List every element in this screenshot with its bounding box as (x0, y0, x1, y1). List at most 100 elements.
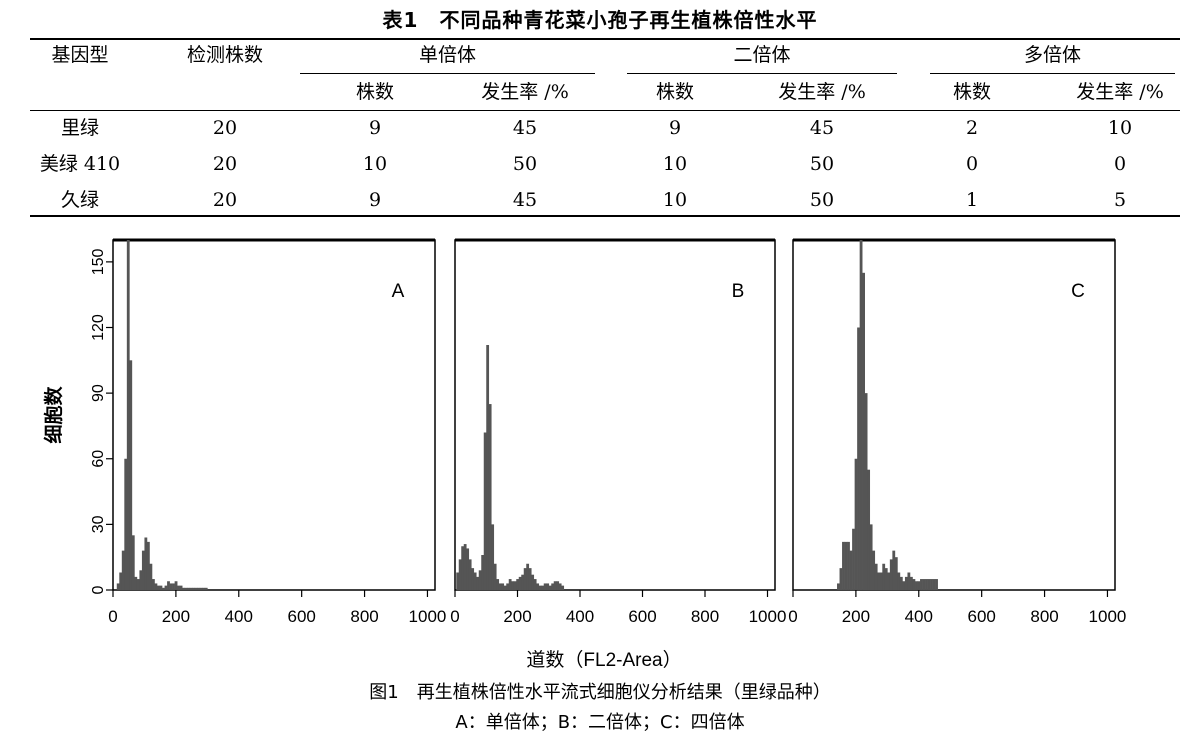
subheader-polyploid-count: 株数 (952, 81, 991, 103)
x-tick-label: 1000 (1089, 607, 1127, 626)
histogram-bar (528, 568, 532, 590)
histogram-bar (154, 583, 158, 590)
panel-label: A (392, 281, 405, 302)
header-genotype: 基因型 (51, 44, 109, 66)
x-axis-title: 道数（FL2-Area） (526, 649, 681, 670)
subheader-diploid-count: 株数 (655, 81, 694, 103)
x-tick-label: 600 (967, 607, 995, 626)
histogram-bar (164, 585, 168, 590)
header-polyploid: 多倍体 (1023, 44, 1081, 66)
histogram-bar (526, 563, 530, 590)
cell-haploid-count: 9 (368, 117, 382, 139)
histogram-bar (511, 581, 515, 590)
histogram-bar (177, 585, 180, 590)
histogram-bar (523, 568, 527, 590)
x-tick-label: 0 (788, 607, 797, 626)
histogram-bar (874, 563, 878, 590)
histogram-bar (136, 579, 140, 590)
subheader-haploid-rate: 发生率 /% (481, 81, 569, 103)
histogram-bar (179, 585, 183, 590)
y-tick-label: 90 (90, 384, 107, 402)
cell-genotype: 久绿 (60, 189, 99, 211)
x-tick-label: 1000 (749, 607, 787, 626)
histogram-bar (131, 535, 135, 590)
histogram-bar (141, 550, 145, 590)
histogram-bar (478, 570, 482, 590)
histogram-bar (837, 583, 840, 590)
histogram-bar (189, 587, 193, 590)
subheader-polyploid-rate: 发生率 /% (1076, 81, 1164, 103)
histogram-bar (902, 581, 906, 590)
histogram-bar (904, 576, 908, 590)
x-tick-label: 200 (503, 607, 531, 626)
y-tick-label: 30 (90, 515, 107, 533)
histogram-bar (849, 550, 853, 590)
histogram-bar (144, 537, 148, 590)
histogram-bar (119, 572, 123, 590)
x-tick-label: 600 (287, 607, 315, 626)
histogram-bar (877, 572, 881, 590)
histogram-bar (536, 583, 540, 590)
histogram-bar (533, 579, 537, 590)
y-tick-label: 0 (90, 585, 107, 594)
cell-haploid-rate: 45 (512, 117, 538, 139)
histogram-bar (476, 576, 480, 590)
x-tick-label: 200 (842, 607, 870, 626)
histogram-bar (468, 559, 472, 590)
histogram-bar (889, 559, 893, 590)
histogram-bar (925, 579, 928, 590)
histogram-bar (548, 585, 552, 590)
haploid-group-rule (300, 73, 595, 74)
x-tick-label: 800 (1030, 607, 1058, 626)
table-top-rule (30, 38, 1180, 40)
plot-frame (112, 239, 436, 591)
histogram-bar (857, 327, 860, 590)
cell-diploid-count: 10 (662, 189, 688, 211)
histogram-bar (501, 583, 505, 590)
histogram-bar (556, 581, 560, 590)
histogram-bar (892, 550, 896, 590)
histogram-bar (182, 587, 185, 590)
histogram-bar (884, 568, 888, 590)
histogram-bar (887, 572, 891, 590)
histogram-bar (172, 583, 175, 590)
histogram-bar (909, 576, 913, 590)
cell-tested: 20 (212, 153, 238, 175)
cell-tested: 20 (212, 117, 238, 139)
header-haploid: 单倍体 (418, 44, 476, 66)
header-diploid: 二倍体 (733, 44, 791, 66)
x-tick-label: 600 (628, 607, 656, 626)
cell-diploid-count: 9 (668, 117, 682, 139)
histogram-bar (149, 563, 153, 590)
y-axis-title: 细胞数 (42, 386, 65, 444)
histogram-bar (558, 583, 562, 590)
histogram-bar (553, 581, 557, 590)
histogram-bar (847, 541, 850, 590)
histogram-bar (126, 240, 130, 590)
panel-label: C (1071, 281, 1085, 302)
histogram-bar (151, 579, 155, 590)
histogram-bar (187, 587, 191, 590)
histogram-bar (159, 585, 163, 590)
histogram-bar (169, 583, 173, 590)
histogram-bar (461, 546, 465, 590)
histogram-bar (912, 579, 916, 590)
histogram-bar (879, 572, 883, 590)
histogram-bar (162, 587, 165, 590)
x-tick-label: 1000 (409, 607, 447, 626)
table-bottom-rule (30, 215, 1180, 217)
histogram-bar (202, 587, 206, 590)
histogram-bar (872, 550, 876, 590)
histogram-bar (194, 587, 198, 590)
histogram-bar (543, 583, 547, 590)
histogram-bar (541, 585, 545, 590)
cell-polyploid-rate: 10 (1107, 117, 1133, 139)
histogram-bar (561, 585, 565, 590)
histogram-bar (518, 576, 522, 590)
histogram-bar (842, 541, 845, 590)
histogram-bar (483, 432, 487, 590)
histogram-bar (899, 576, 903, 590)
histogram-bar (481, 555, 485, 590)
cell-genotype: 美绿 410 (39, 153, 121, 175)
